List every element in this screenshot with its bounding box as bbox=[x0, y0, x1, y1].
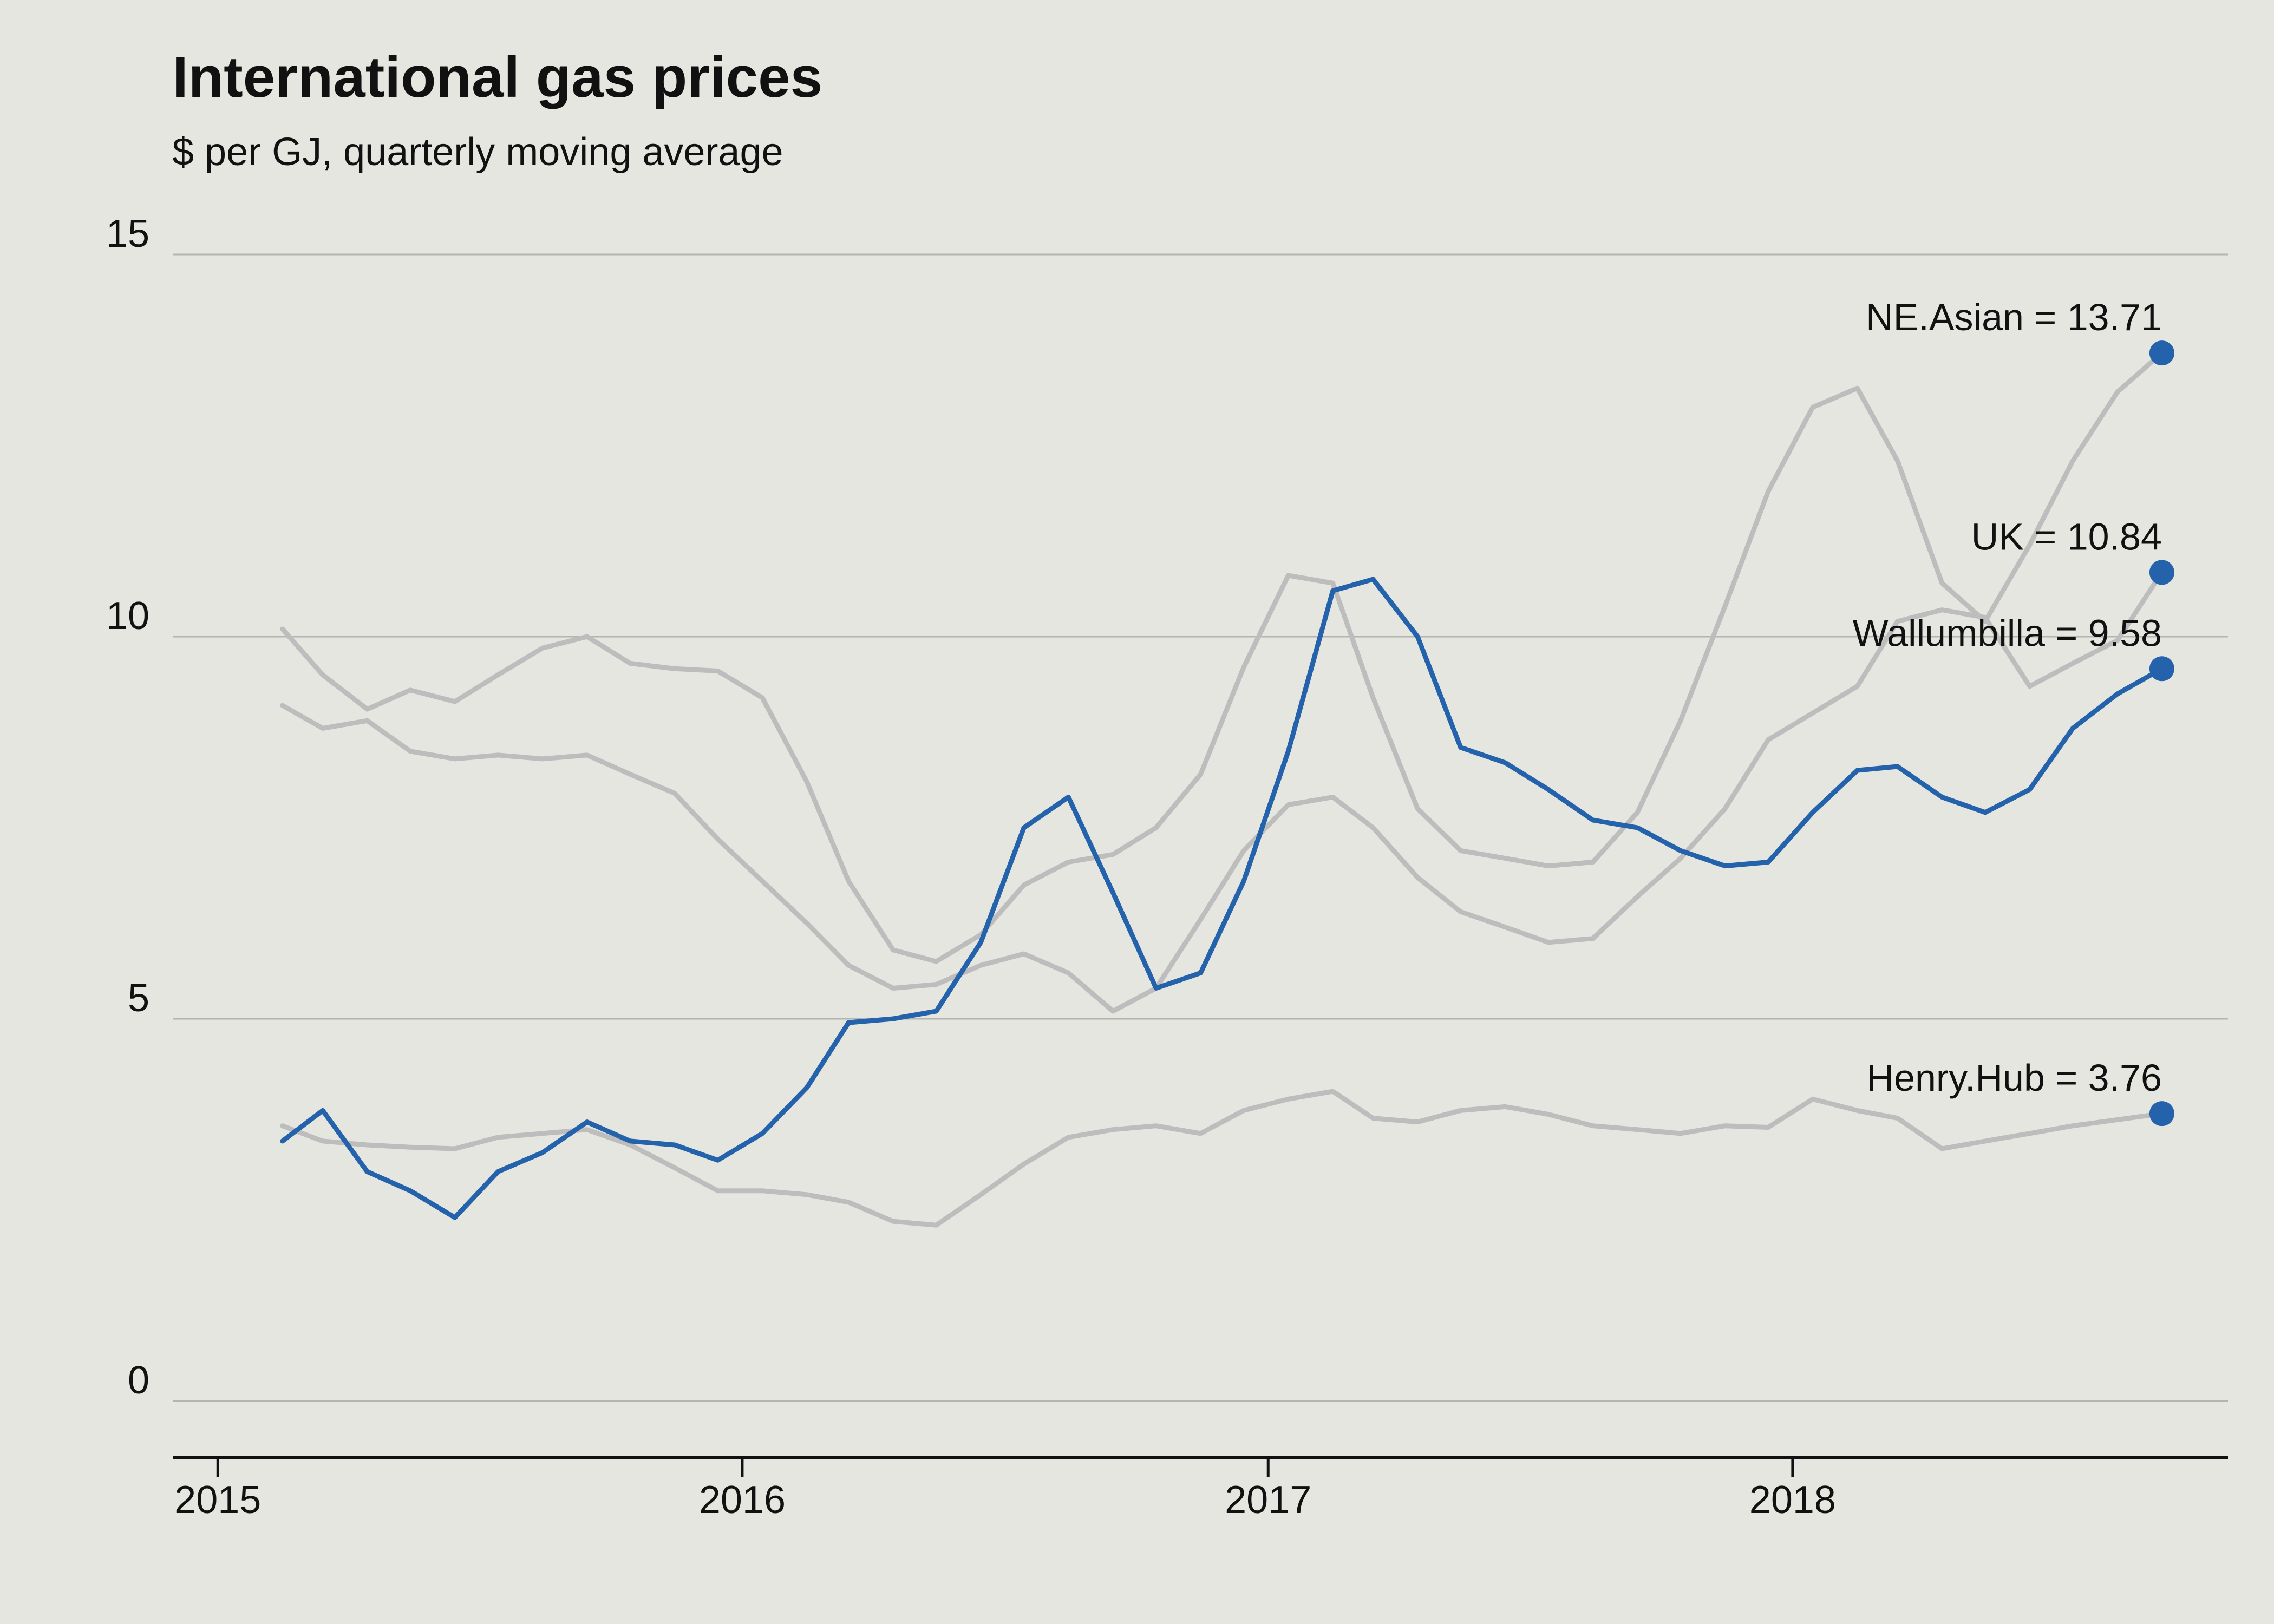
x-tick-label-2017: 2017 bbox=[1225, 1478, 1311, 1522]
context-series bbox=[280, 350, 2165, 1228]
series-line-henry-hub bbox=[280, 1089, 2165, 1228]
y-tick-label-10: 10 bbox=[106, 594, 149, 638]
end-labels: NE.Asian = 13.71 UK = 10.84 Henry.Hub = 3.… bbox=[1853, 296, 2162, 1099]
end-marker-ne-asian bbox=[2149, 340, 2174, 366]
end-label-henry-hub: Henry.Hub = 3.76 bbox=[1867, 1057, 2162, 1099]
x-axis: 2015 2016 2017 2018 bbox=[173, 1456, 2228, 1522]
end-label-ne-asian: NE.Asian = 13.71 bbox=[1866, 296, 2162, 338]
y-tick-label-5: 5 bbox=[128, 977, 149, 1020]
highlight-series bbox=[280, 577, 2165, 1220]
y-tick-label-0: 0 bbox=[128, 1359, 149, 1402]
end-marker-uk bbox=[2149, 560, 2174, 585]
y-tick-label-15: 15 bbox=[106, 212, 149, 256]
chart-title: International gas prices bbox=[172, 44, 823, 109]
x-tick-label-2016: 2016 bbox=[699, 1478, 786, 1522]
series-line-uk bbox=[280, 569, 2165, 1014]
end-marker-wallumbilla bbox=[2149, 656, 2174, 682]
end-label-wallumbilla: Wallumbilla = 9.58 bbox=[1853, 612, 2162, 654]
series-line-ne-asian bbox=[280, 350, 2165, 964]
end-label-uk: UK = 10.84 bbox=[1971, 515, 2162, 558]
gridlines bbox=[173, 253, 2228, 1402]
x-tick-label-2018: 2018 bbox=[1749, 1478, 1836, 1522]
end-marker-henry-hub bbox=[2149, 1101, 2174, 1127]
chart-subtitle: $ per GJ, quarterly moving average bbox=[172, 130, 783, 174]
y-axis-ticks: 0 5 10 15 bbox=[106, 212, 149, 1402]
x-tick-label-2015: 2015 bbox=[174, 1478, 261, 1522]
end-markers bbox=[2149, 340, 2174, 1127]
series-line-wallumbilla bbox=[280, 577, 2165, 1220]
